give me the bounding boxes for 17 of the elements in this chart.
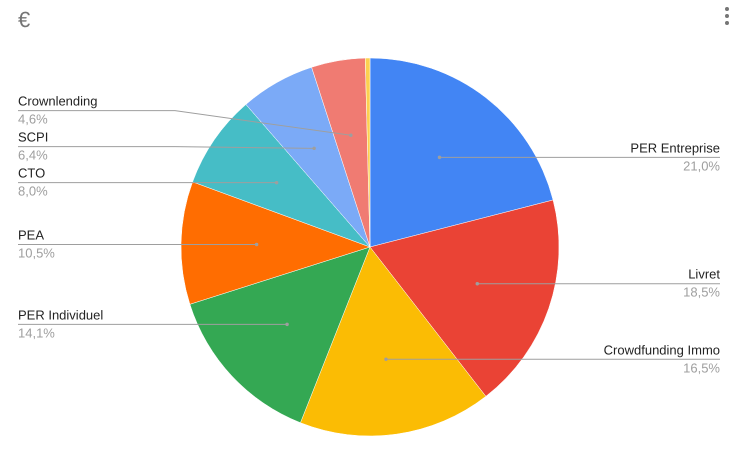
slice-label: PEA — [18, 228, 44, 243]
data-label: 6,4% — [18, 148, 48, 163]
data-label: 18,5% — [683, 284, 720, 300]
data-label: 8,0% — [18, 184, 48, 199]
slice-label: Crowdfunding Immo — [604, 342, 720, 358]
slice-label: SCPI — [18, 130, 48, 145]
data-label: 16,5% — [683, 360, 720, 376]
data-label: 14,1% — [18, 325, 56, 340]
slice-label: PER Entreprise — [630, 140, 720, 156]
slice-label: PER Individuel — [18, 307, 104, 322]
slice-label: CTO — [18, 166, 46, 181]
slice-label: Livret — [688, 266, 720, 282]
chart-title: € — [18, 7, 30, 32]
slice-label: Crownlending — [18, 94, 98, 109]
data-label: 4,6% — [18, 112, 48, 127]
data-label: 21,0% — [683, 158, 720, 174]
data-label: 10,5% — [18, 246, 56, 261]
